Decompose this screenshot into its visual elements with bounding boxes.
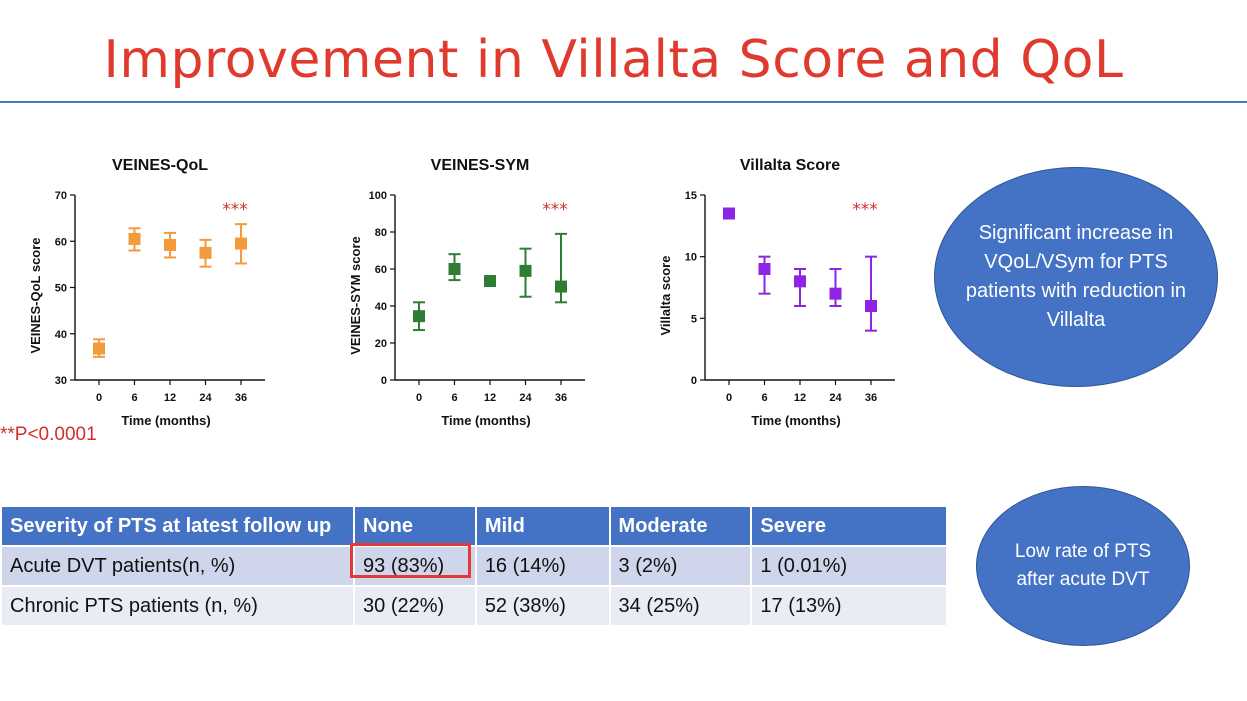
data-point [413, 310, 425, 323]
y-tick-label: 20 [375, 338, 387, 350]
chart-title: VEINES-QoL [112, 157, 208, 174]
data-point [865, 300, 877, 312]
x-tick-label: 36 [865, 392, 877, 404]
header-severity: Severity of PTS at latest follow up [0, 505, 356, 547]
y-tick-label: 0 [691, 375, 697, 387]
y-tick-label: 40 [55, 329, 67, 341]
table-cell: 17 (13%) [750, 585, 948, 627]
x-axis-label: Time (months) [441, 413, 530, 428]
data-point [484, 275, 496, 288]
data-point [448, 263, 461, 275]
x-axis-label: Time (months) [751, 413, 840, 428]
table-cell: 52 (38%) [474, 585, 611, 627]
table-cell: 30 (22%) [353, 585, 477, 627]
chart-title: VEINES-SYM [431, 157, 530, 174]
chart-title: Villalta Score [740, 157, 840, 174]
x-tick-label: 6 [451, 392, 457, 404]
highlight-box [350, 543, 471, 578]
significance-footnote: **P<0.0001 [0, 424, 97, 445]
x-tick-label: 12 [484, 392, 496, 404]
data-point [794, 275, 806, 288]
y-axis-label: VEINES-QoL score [28, 237, 43, 353]
significance-mark: *** [852, 200, 878, 220]
slide-title: Improvement in Villalta Score and QoL [103, 30, 1124, 90]
y-tick-label: 50 [55, 283, 67, 295]
data-point [829, 287, 842, 300]
x-tick-label: 36 [235, 392, 247, 404]
table-cell: 16 (14%) [474, 545, 611, 587]
chart-veines-sym: VEINES-SYM 0 20 40 60 80 100 0 6 12 24 36 Time (mont… [348, 157, 585, 428]
y-tick-label: 80 [375, 227, 387, 239]
table-cell: 3 (2%) [608, 545, 753, 587]
y-tick-label: 5 [691, 313, 697, 325]
header-mild: Mild [474, 505, 611, 547]
x-tick-label: 0 [96, 392, 102, 404]
y-axis-label: Villalta score [658, 256, 673, 336]
y-tick-label: 0 [381, 375, 387, 387]
x-tick-label: 6 [761, 392, 767, 404]
data-point [164, 238, 176, 251]
y-tick-label: 40 [375, 301, 387, 313]
chart-villalta-score: Villalta Score 0 5 10 15 0 6 12 24 36 Time (months… [658, 157, 895, 428]
data-point [93, 342, 105, 355]
data-point [519, 264, 532, 277]
table-cell: 1 (0.01%) [750, 545, 948, 587]
pts-severity-table: Severity of PTS at latest follow up None… [0, 505, 948, 627]
y-tick-label: 15 [685, 190, 697, 202]
x-tick-label: 0 [726, 392, 732, 404]
callout-low-pts-rate: Low rate of PTS after acute DVT [976, 486, 1190, 646]
data-point [199, 246, 212, 259]
y-tick-label: 100 [369, 190, 387, 202]
y-tick-label: 60 [55, 236, 67, 248]
table-cell: 93 (83%) [353, 545, 477, 587]
x-axis-label: Time (months) [121, 413, 210, 428]
x-tick-label: 12 [794, 392, 806, 404]
x-tick-label: 24 [519, 392, 532, 404]
table-row: Acute DVT patients(n, %) 93 (83%) 16 (14… [0, 545, 948, 587]
y-tick-label: 10 [685, 252, 697, 264]
callout-significant-increase: Significant increase in VQoL/VSym for PT… [934, 167, 1218, 387]
header-none: None [353, 505, 477, 547]
y-axis-label: VEINES-SYM score [348, 236, 363, 355]
x-tick-label: 24 [199, 392, 212, 404]
y-tick-label: 30 [55, 375, 67, 387]
x-tick-label: 36 [555, 392, 567, 404]
y-tick-label: 70 [55, 190, 67, 202]
data-point [128, 232, 141, 245]
header-severe: Severe [750, 505, 948, 547]
table-header-row: Severity of PTS at latest follow up None… [0, 505, 948, 547]
x-tick-label: 12 [164, 392, 176, 404]
data-point [555, 280, 567, 293]
x-tick-label: 6 [131, 392, 137, 404]
x-tick-label: 24 [829, 392, 842, 404]
table-cell: Acute DVT patients(n, %) [0, 545, 356, 587]
x-tick-label: 0 [416, 392, 422, 404]
table-row: Chronic PTS patients (n, %) 30 (22%) 52 … [0, 585, 948, 627]
data-point [723, 207, 735, 220]
table-cell: Chronic PTS patients (n, %) [0, 585, 356, 627]
table-cell: 34 (25%) [608, 585, 753, 627]
header-moderate: Moderate [608, 505, 753, 547]
y-tick-label: 60 [375, 264, 387, 276]
significance-mark: *** [222, 200, 248, 220]
chart-veines-qol: VEINES-QoL 30 40 50 60 70 0 6 12 24 36 Time (months… [28, 157, 265, 428]
data-point [758, 263, 771, 275]
title-divider [0, 101, 1247, 103]
data-point [235, 237, 247, 250]
significance-mark: *** [542, 200, 568, 220]
